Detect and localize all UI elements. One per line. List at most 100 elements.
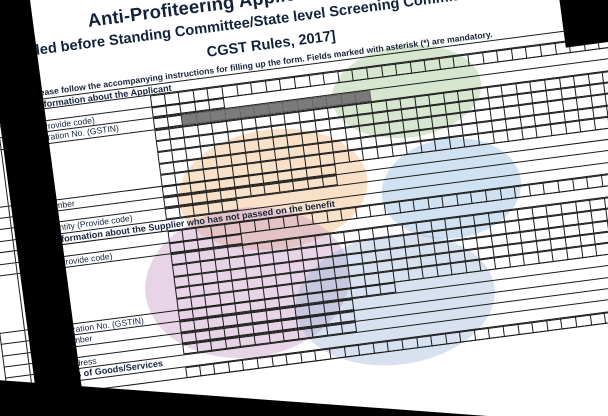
input-cell[interactable] — [279, 295, 295, 308]
input-cell[interactable] — [222, 199, 239, 212]
input-cell[interactable] — [474, 327, 491, 341]
input-cell[interactable] — [269, 331, 285, 344]
input-cell[interactable] — [205, 178, 221, 192]
input-cell[interactable] — [238, 323, 255, 337]
input-cell[interactable] — [341, 92, 357, 105]
input-cell[interactable] — [308, 291, 324, 305]
input-cell[interactable] — [445, 331, 462, 345]
input-cell[interactable] — [264, 182, 281, 195]
input-cell[interactable] — [234, 175, 250, 188]
input-cell[interactable] — [224, 325, 241, 338]
input-cell[interactable] — [179, 320, 196, 333]
input-cell[interactable] — [197, 237, 214, 250]
input-cell[interactable] — [272, 353, 288, 368]
input-cell[interactable] — [293, 178, 310, 192]
input-cell[interactable] — [228, 359, 245, 373]
input-cell[interactable] — [311, 314, 327, 327]
input-cell[interactable] — [460, 329, 477, 343]
input-cell[interactable] — [196, 340, 213, 353]
input-cell[interactable] — [373, 340, 390, 355]
input-cell[interactable] — [190, 180, 207, 193]
input-cell[interactable] — [355, 90, 372, 103]
input-cell[interactable] — [221, 303, 238, 316]
input-cell[interactable] — [182, 342, 199, 355]
input-cell[interactable] — [221, 188, 237, 201]
input-cell[interactable] — [183, 239, 200, 252]
input-cell[interactable] — [225, 337, 242, 350]
input-cell[interactable] — [192, 192, 208, 205]
input-cell[interactable] — [307, 176, 324, 190]
input-cell[interactable] — [324, 301, 340, 314]
input-cell[interactable] — [286, 352, 303, 366]
input-cell[interactable] — [351, 286, 368, 299]
input-cell[interactable] — [239, 105, 256, 118]
input-cell[interactable] — [402, 337, 419, 351]
input-cell[interactable] — [206, 190, 223, 203]
input-cell[interactable] — [341, 322, 358, 335]
input-cell[interactable] — [280, 306, 297, 320]
input-cell[interactable] — [257, 355, 274, 370]
input-cell[interactable] — [602, 69, 608, 83]
input-cell[interactable] — [164, 207, 181, 220]
input-cell[interactable] — [194, 99, 211, 112]
input-cell[interactable] — [278, 180, 295, 193]
input-cell[interactable] — [337, 288, 353, 301]
input-cell[interactable] — [282, 318, 298, 331]
input-cell[interactable] — [546, 318, 563, 332]
input-cell[interactable] — [235, 186, 252, 199]
input-cell[interactable] — [320, 163, 337, 176]
input-cell[interactable] — [518, 322, 534, 336]
input-cell[interactable] — [575, 314, 592, 328]
input-cell[interactable] — [214, 361, 231, 375]
input-cell[interactable] — [322, 289, 339, 303]
input-cell[interactable] — [169, 240, 185, 254]
input-cell[interactable] — [300, 350, 317, 364]
input-cell[interactable] — [250, 299, 267, 312]
input-cell[interactable] — [248, 173, 265, 186]
input-cell[interactable] — [181, 112, 198, 126]
input-cell[interactable] — [196, 111, 213, 124]
input-cell[interactable] — [226, 233, 243, 246]
input-cell[interactable] — [177, 193, 194, 207]
input-cell[interactable] — [151, 105, 168, 118]
input-cell[interactable] — [296, 316, 313, 329]
input-cell[interactable] — [358, 342, 375, 356]
input-cell[interactable] — [325, 312, 342, 325]
input-cell[interactable] — [295, 305, 311, 318]
input-cell[interactable] — [532, 320, 549, 334]
input-cell[interactable] — [312, 325, 329, 338]
input-cell[interactable] — [176, 182, 192, 195]
input-cell[interactable] — [263, 171, 279, 184]
input-cell[interactable] — [254, 103, 271, 116]
input-cell[interactable] — [380, 282, 397, 295]
input-cell[interactable] — [326, 323, 343, 337]
input-cell[interactable] — [267, 320, 284, 333]
input-cell[interactable] — [199, 363, 216, 377]
input-cell[interactable] — [225, 107, 242, 120]
input-cell[interactable] — [431, 333, 448, 347]
input-cell[interactable] — [416, 335, 433, 349]
input-cell[interactable] — [219, 176, 236, 190]
input-cell[interactable] — [326, 94, 343, 107]
input-cell[interactable] — [309, 303, 326, 316]
input-cell[interactable] — [298, 327, 314, 340]
input-cell[interactable] — [180, 331, 197, 344]
input-cell[interactable] — [249, 184, 266, 197]
input-cell[interactable] — [264, 297, 281, 310]
input-cell[interactable] — [211, 338, 227, 352]
input-cell[interactable] — [167, 114, 184, 127]
input-cell[interactable] — [297, 97, 314, 111]
input-cell[interactable] — [283, 329, 300, 342]
input-cell[interactable] — [235, 301, 252, 314]
input-cell[interactable] — [193, 203, 210, 216]
input-cell[interactable] — [209, 97, 226, 111]
input-cell[interactable] — [192, 306, 209, 320]
input-cell[interactable] — [152, 116, 169, 129]
input-cell[interactable] — [243, 357, 260, 371]
input-cell[interactable] — [604, 80, 608, 95]
input-cell[interactable] — [163, 195, 179, 208]
input-cell[interactable] — [206, 305, 223, 318]
input-cell[interactable] — [601, 173, 608, 187]
input-cell[interactable] — [339, 310, 356, 323]
input-cell[interactable] — [338, 299, 355, 312]
